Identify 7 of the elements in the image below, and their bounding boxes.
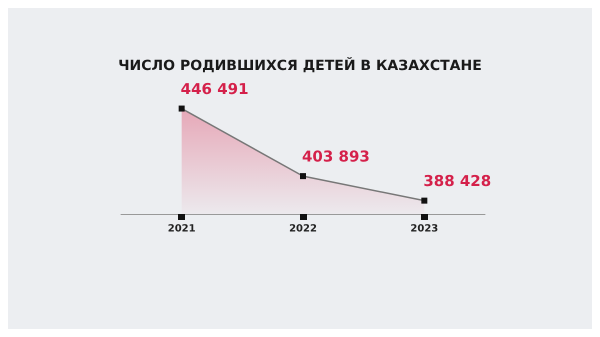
x-tick-label: 2023 xyxy=(410,224,438,234)
data-label: 446 491 xyxy=(180,80,249,98)
data-label: 403 893 xyxy=(302,148,370,166)
data-label: 388 428 xyxy=(423,172,492,190)
x-tick-label: 2022 xyxy=(289,224,317,234)
x-tick-label: 2021 xyxy=(168,224,196,234)
chart-title: ЧИСЛО РОДИВШИХСЯ ДЕТЕЙ В КАЗАХСТАНЕ xyxy=(118,57,482,74)
